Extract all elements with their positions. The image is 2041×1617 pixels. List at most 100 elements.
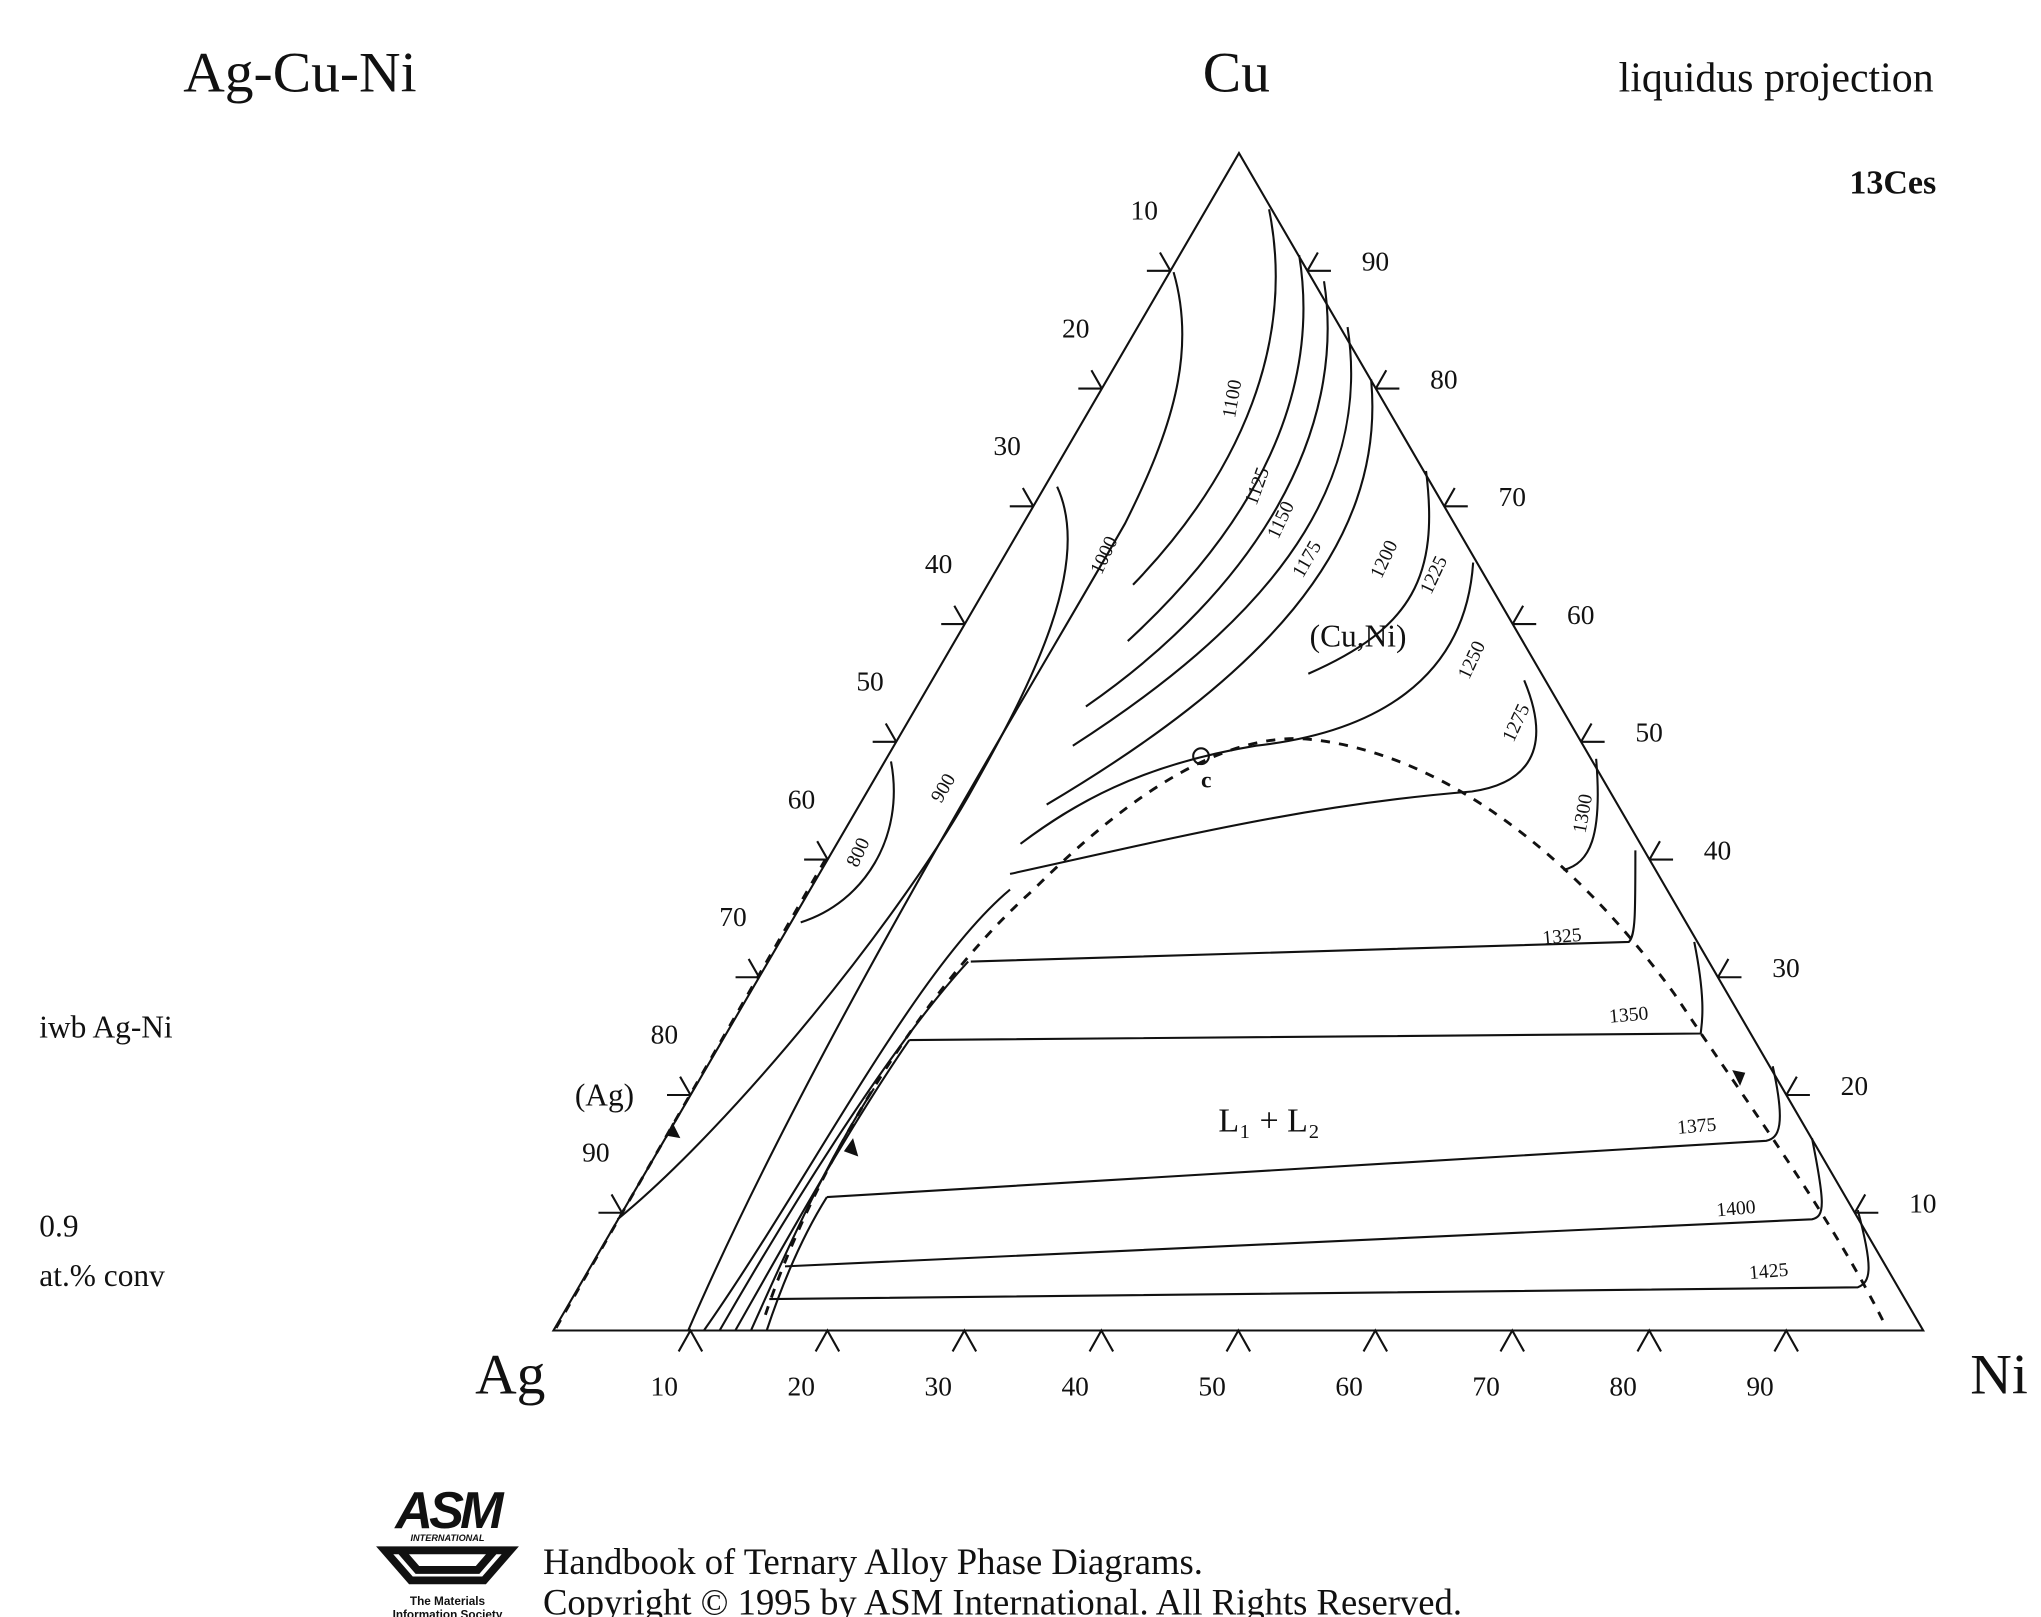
tick-label: 60: [1567, 600, 1594, 630]
region-label: L₁ + L₂: [1218, 1103, 1319, 1140]
region-label: (Cu,Ni): [1310, 618, 1407, 653]
note: iwb Ag-Ni: [39, 1009, 173, 1044]
tick-mark: [1648, 840, 1674, 861]
isotherm-label: 900: [927, 770, 960, 806]
isotherm: [1127, 254, 1305, 642]
footer: ASM INTERNATIONAL The Materials Informat…: [376, 1482, 1462, 1617]
isotherm: [1009, 679, 1538, 875]
isotherm-label: 1250: [1454, 638, 1490, 683]
tick-mark: [1362, 1328, 1388, 1352]
note: 0.9: [39, 1208, 78, 1243]
miscibility-gap: [764, 737, 1888, 1329]
tick-label: 80: [1609, 1372, 1636, 1402]
tick-mark: [1078, 369, 1103, 390]
tick-label: 50: [1635, 718, 1662, 748]
isotherm-label: 1150: [1264, 498, 1299, 542]
arrow: [843, 1138, 859, 1157]
tick-mark: [1773, 1328, 1799, 1352]
isotherm: [616, 486, 1069, 1221]
tick-label: 40: [1704, 835, 1731, 865]
isotherm: [703, 888, 1011, 1332]
tick-label: 40: [925, 549, 952, 579]
tick-label: 90: [1746, 1372, 1773, 1402]
tick-label: 30: [1772, 953, 1799, 983]
isotherm: [769, 1209, 1870, 1301]
society: The Materials: [410, 1595, 486, 1608]
tick-mark: [1785, 1076, 1810, 1097]
tick-label: 90: [1362, 247, 1389, 277]
isotherm: [1307, 470, 1431, 675]
tick-label: 30: [924, 1372, 951, 1402]
isotherm: [1563, 758, 1599, 872]
tick-mark: [1853, 1193, 1879, 1214]
tick-mark: [735, 958, 761, 979]
isotherm: [909, 941, 1704, 1042]
tick-mark: [941, 605, 966, 626]
tick-mark: [1717, 958, 1742, 979]
isotherm-label: 1375: [1676, 1115, 1717, 1139]
isotherm-label: 1275: [1499, 701, 1535, 746]
isotherm-label: 1300: [1570, 792, 1598, 834]
tick-mark: [872, 722, 898, 743]
isotherm: [784, 1137, 1823, 1268]
tick-mark: [1009, 487, 1035, 508]
isotherm-label: 1325: [1542, 925, 1583, 949]
system-title: Ag-Cu-Ni: [183, 42, 416, 105]
tick-label: 70: [1472, 1372, 1499, 1402]
tick-mark: [677, 1328, 704, 1352]
tick-label: 10: [1131, 196, 1158, 226]
tick-mark: [1499, 1328, 1525, 1352]
tick-mark: [804, 840, 829, 861]
isotherm-label: 1225: [1417, 553, 1453, 598]
isotherm-label: 1125: [1241, 464, 1274, 508]
triangle: [551, 150, 1926, 1332]
tick-label: 50: [1198, 1372, 1225, 1402]
isotherm-label: 1425: [1748, 1260, 1789, 1284]
isotherm-label: 1100: [1219, 378, 1246, 420]
footer-line: Copyright © 1995 by ASM International. A…: [543, 1581, 1462, 1617]
isotherm-label: 1400: [1716, 1197, 1757, 1221]
tick-label: 20: [788, 1372, 815, 1402]
note: at.% conv: [39, 1258, 165, 1293]
isotherm: [765, 1196, 828, 1331]
isotherm: [687, 271, 1184, 1331]
isotherm: [1019, 562, 1475, 845]
tick-mark: [1146, 251, 1172, 272]
curves: [551, 150, 1926, 1332]
isotherm: [970, 850, 1637, 963]
tick-mark: [1580, 722, 1605, 743]
tick-mark: [814, 1328, 841, 1352]
tick-mark: [1443, 487, 1468, 508]
tick-label: 20: [1841, 1071, 1868, 1101]
isotherm-label: 1350: [1608, 1003, 1649, 1027]
isotherm: [1046, 379, 1374, 806]
footer-line: Handbook of Ternary Alloy Phase Diagrams…: [543, 1541, 1203, 1582]
tick-label: 80: [1430, 364, 1457, 394]
tick-label: 80: [651, 1020, 678, 1050]
tick-mark: [1225, 1328, 1252, 1352]
vertex-ni: Ni: [1970, 1343, 2028, 1406]
logo-shape: [376, 1546, 519, 1585]
society: Information Society: [393, 1608, 503, 1617]
point-label: c: [1201, 768, 1211, 794]
code: 13Ces: [1849, 165, 1936, 202]
vertex-ag: Ag: [475, 1343, 545, 1406]
isotherm-label: 1175: [1289, 537, 1327, 581]
tick-mark: [667, 1076, 692, 1097]
logo: ASM: [393, 1482, 505, 1540]
axis-ticks: 10 20 30 40 50 60 70 80 90 90 80 70 60 50 40 30 20 10 10 20…: [582, 196, 1936, 1402]
vertex-cu: Cu: [1203, 42, 1270, 105]
critical-point: [1192, 747, 1210, 766]
isotherm: [826, 1065, 1781, 1199]
tick-label: 20: [1062, 313, 1089, 343]
tick-mark: [598, 1193, 623, 1214]
tick-mark: [1306, 251, 1331, 272]
isotherm: [750, 1087, 875, 1331]
region-label: (Ag): [575, 1077, 634, 1112]
isotherm-label: 1200: [1367, 537, 1403, 582]
isotherm: [1132, 209, 1277, 586]
arrow: [1732, 1070, 1746, 1086]
tick-mark: [951, 1328, 978, 1352]
